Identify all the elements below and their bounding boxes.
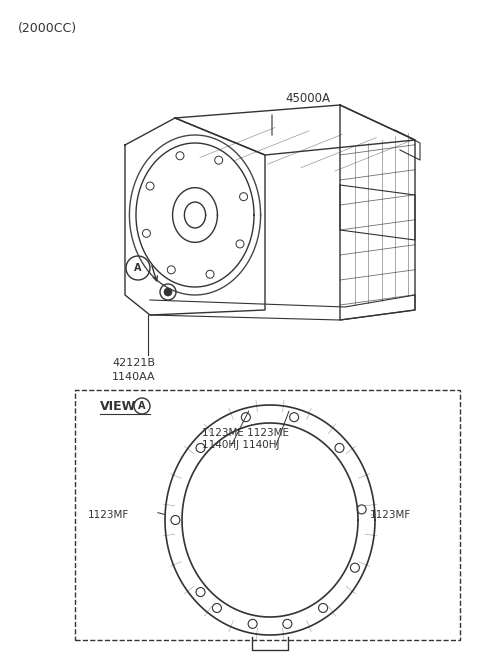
Text: VIEW: VIEW (100, 400, 136, 413)
Text: A: A (138, 401, 146, 411)
Text: (2000CC): (2000CC) (18, 22, 77, 35)
Text: 1140AA: 1140AA (112, 372, 156, 382)
Text: A: A (134, 263, 142, 273)
Text: 45000A: 45000A (285, 92, 330, 105)
Text: 1123MF: 1123MF (88, 510, 129, 520)
Text: 1140HJ 1140HJ: 1140HJ 1140HJ (202, 440, 279, 450)
Text: 1123ME 1123ME: 1123ME 1123ME (202, 428, 289, 438)
Circle shape (164, 288, 172, 296)
Text: 1123MF: 1123MF (370, 510, 411, 520)
Text: 42121B: 42121B (112, 358, 155, 368)
